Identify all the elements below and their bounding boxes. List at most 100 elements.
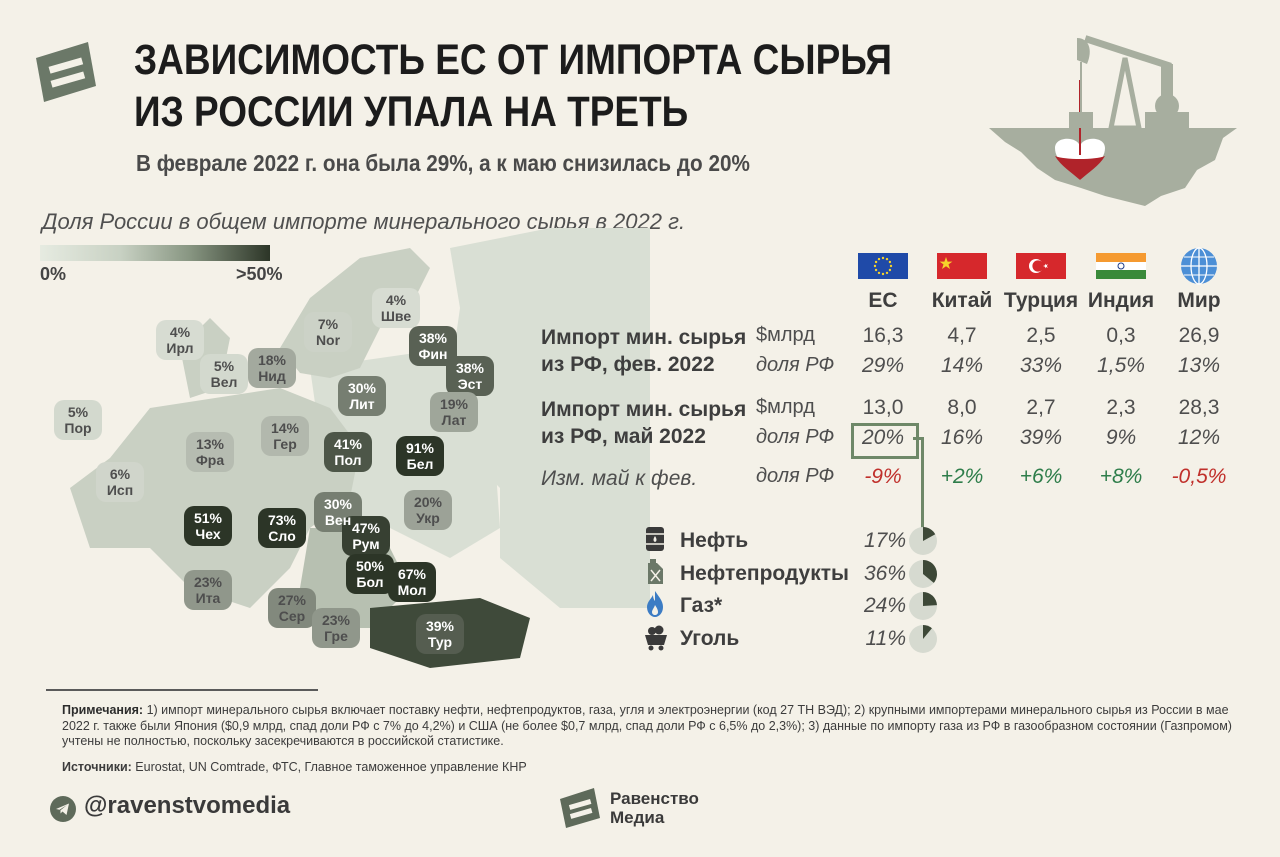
india-flag-icon <box>1096 253 1146 279</box>
region-code: Пол <box>334 452 362 468</box>
region-label: 30% Вен <box>314 496 362 528</box>
region-code: Ита <box>195 590 221 606</box>
region-label: 4% Ирл <box>156 324 204 356</box>
region-value: 6% <box>109 466 131 482</box>
telegram-handle[interactable]: @ravenstvomedia <box>84 792 291 819</box>
region-code: Nor <box>315 332 341 348</box>
telegram-icon[interactable] <box>50 796 76 822</box>
row-label-line: из РФ, фев. 2022 <box>541 353 715 376</box>
europe-choropleth-map: 38% Фин 4% Шве 7% Nor 4% Ирл 5% Вел 18% Нид 38% Эст 30… <box>30 228 650 688</box>
region-shape <box>416 614 464 654</box>
row-unit: доля РФ <box>756 354 835 376</box>
table-cell: 2,5 <box>1026 324 1056 347</box>
region-value: 73% <box>267 512 297 528</box>
region-label: 50% Бол <box>346 558 394 590</box>
region-label: 20% Укр <box>404 494 452 526</box>
region-code: Гре <box>324 628 348 644</box>
region-label: 47% Рум <box>342 520 390 552</box>
table-cell: 14% <box>940 354 984 377</box>
region-label: 23% Гре <box>312 612 360 644</box>
row-unit: $млрд <box>756 396 815 418</box>
region-shape <box>342 516 390 556</box>
resource-label: Газ* <box>680 594 723 617</box>
row-label-line: Импорт мин. сырья <box>541 398 747 421</box>
region-shape <box>186 432 234 472</box>
region-label: 13% Фра <box>186 436 234 468</box>
region-shape <box>268 588 316 628</box>
title-line-1: ЗАВИСИМОСТЬ ЕС ОТ ИМПОРТА СЫРЬЯ <box>134 36 892 84</box>
region-value: 4% <box>385 292 407 308</box>
row-label: Импорт мин. сырья из РФ, фев. 2022 <box>541 324 746 378</box>
region-shape <box>372 288 420 328</box>
turkey-flag-icon <box>1016 253 1066 279</box>
region-value: 30% <box>347 380 377 396</box>
resource-pie <box>909 592 937 620</box>
region-label: 39% Тур <box>416 618 464 650</box>
region-code: Вен <box>324 512 352 528</box>
title-line-2: ИЗ РОССИИ УПАЛА НА ТРЕТЬ <box>134 88 689 136</box>
region-code: Исп <box>106 482 134 498</box>
region-label: 18% Нид <box>248 352 296 384</box>
region-shape <box>258 508 306 548</box>
region-label: 23% Ита <box>184 574 232 606</box>
region-value: 67% <box>397 566 427 582</box>
highlight-box <box>851 423 919 459</box>
map-color-scale <box>40 245 270 261</box>
resource-value: 36% <box>863 562 906 585</box>
sources-text: Источники: Eurostat, UN Comtrade, ФТС, Г… <box>62 760 527 774</box>
row-unit: $млрд <box>756 324 815 346</box>
resource-value: 11% <box>865 627 906 650</box>
region-label: 41% Пол <box>324 436 372 468</box>
region-value: 47% <box>351 520 381 536</box>
highlight-connector <box>921 437 924 530</box>
region-code: Нид <box>258 368 286 384</box>
region-code: Тур <box>427 634 453 650</box>
scale-min-label: 0% <box>40 264 67 284</box>
table-cell: 2,7 <box>1026 396 1056 419</box>
region-label: 27% Сер <box>268 592 316 624</box>
notes-text: Примечания: 1) импорт минерального сырья… <box>62 703 1232 750</box>
resource-value: 17% <box>863 529 906 552</box>
region-value: 41% <box>333 436 363 452</box>
highlight-connector <box>913 437 923 440</box>
region-value: 50% <box>355 558 385 574</box>
region-label: 14% Гер <box>261 420 309 452</box>
table-cell: +6% <box>1019 465 1063 488</box>
russia-region <box>450 228 650 608</box>
region-shape <box>184 506 232 546</box>
region-value: 5% <box>67 404 89 420</box>
region-value: 27% <box>277 592 307 608</box>
brand-logo-icon <box>36 42 96 102</box>
region-value: 23% <box>321 612 351 628</box>
table-cell: 39% <box>1019 426 1063 449</box>
table-cell: 29% <box>861 354 905 377</box>
region-shape <box>324 432 372 472</box>
table-cell: 16,3 <box>862 324 904 347</box>
table-cell: 16% <box>940 426 984 449</box>
sources-label: Источники: <box>62 760 132 774</box>
resource-pie <box>909 560 937 588</box>
brand-line-1: Равенство <box>610 789 699 808</box>
row-unit: доля РФ <box>756 426 835 448</box>
region-value: 38% <box>418 330 448 346</box>
region-shape <box>312 608 360 648</box>
region-shape <box>96 462 144 502</box>
region-label: 67% Мол <box>388 566 436 598</box>
brand-line-2: Медиа <box>610 808 665 827</box>
brand-name: Равенство Медиа <box>610 789 699 827</box>
table-cell: 2,3 <box>1106 396 1136 419</box>
region-code: Ирл <box>166 340 194 356</box>
table-cell: 8,0 <box>947 396 977 419</box>
pie-russia-slice <box>923 625 932 639</box>
table-cell: -9% <box>864 465 902 488</box>
resource-label: Нефтепродукты <box>680 562 849 585</box>
region-label: 19% Лат <box>430 396 478 428</box>
resource-pie <box>909 625 937 653</box>
region-label: 6% Исп <box>96 466 144 498</box>
region-shape <box>396 436 444 476</box>
region-code: Фин <box>418 346 448 362</box>
column-header: ЕС <box>868 289 898 312</box>
column-header: Индия <box>1087 289 1155 312</box>
gas-flame-icon <box>643 589 669 619</box>
table-cell: 12% <box>1177 426 1221 449</box>
